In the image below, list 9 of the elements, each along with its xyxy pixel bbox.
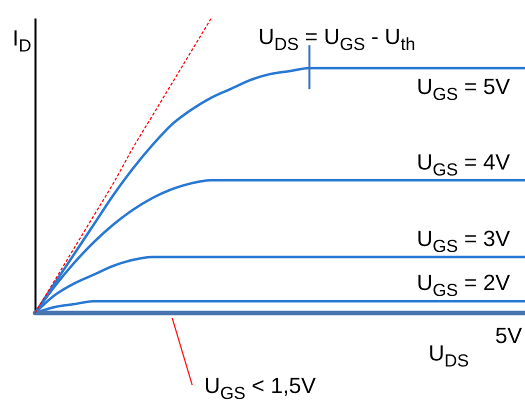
text: 5V	[495, 323, 522, 348]
text: U$_{GS}$ < 1,5V	[204, 373, 316, 403]
series-label: U$_{GS}$ = 4V	[416, 149, 510, 180]
x-axis-title: U$_{DS}$	[428, 340, 469, 371]
series-label: U$_{GS}$ = 3V	[416, 226, 510, 256]
annotation: U$_{DS}$ = U$_{GS}$ - U$_{th}$	[258, 24, 416, 54]
y-axis-title: I$_{D}$	[12, 26, 32, 56]
series-label: U$_{GS}$ = 2V	[416, 270, 510, 300]
series-label: U$_{GS}$ = 5V	[416, 74, 510, 104]
